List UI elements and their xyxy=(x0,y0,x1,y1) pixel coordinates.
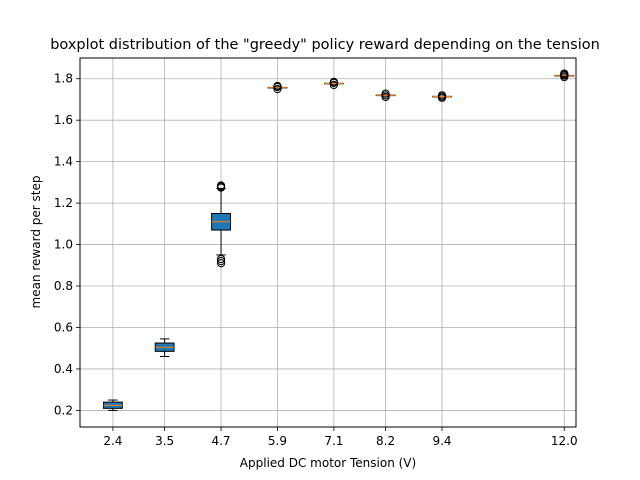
y-tick-label: 0.4 xyxy=(54,362,73,376)
x-tick-label: 7.1 xyxy=(324,434,343,448)
y-tick-label: 1.8 xyxy=(54,72,73,86)
flier xyxy=(216,259,226,268)
flier xyxy=(216,183,226,192)
y-tick-label: 1.6 xyxy=(54,113,73,127)
x-tick-label: 2.4 xyxy=(103,434,122,448)
flier xyxy=(273,84,282,94)
box xyxy=(154,338,175,358)
x-tick-label: 5.9 xyxy=(268,434,287,448)
y-tick-label: 0.6 xyxy=(54,320,73,334)
x-tick-label: 4.7 xyxy=(211,434,230,448)
y-axis-label: mean reward per step xyxy=(29,176,43,309)
flier xyxy=(381,91,390,100)
flier xyxy=(329,78,338,87)
plot-frame xyxy=(79,57,577,428)
box xyxy=(267,81,288,94)
box xyxy=(554,69,575,82)
flier xyxy=(216,257,226,266)
box xyxy=(103,399,123,411)
y-ticks: 0.2 0.4 0.6 0.8 1.0 1.2 1.4 1.6 1.8 xyxy=(54,72,80,417)
y-tick-label: 1.2 xyxy=(54,196,73,210)
box xyxy=(375,89,396,102)
flier xyxy=(273,82,282,92)
box xyxy=(211,181,231,268)
flier xyxy=(216,181,226,190)
chart-title: boxplot distribution of the "greedy" pol… xyxy=(50,37,600,53)
y-tick-label: 0.2 xyxy=(54,403,73,417)
box xyxy=(323,77,344,90)
x-ticks: 2.4 3.5 4.7 5.9 7.1 8.2 9.4 12.0 xyxy=(103,427,578,448)
box xyxy=(432,91,452,102)
y-tick-label: 0.8 xyxy=(54,279,73,293)
flier xyxy=(437,92,447,101)
flier xyxy=(216,254,226,264)
y-tick-label: 1.0 xyxy=(54,238,73,252)
x-tick-label: 9.4 xyxy=(432,434,451,448)
boxes xyxy=(103,69,575,411)
x-tick-label: 12.0 xyxy=(551,434,578,448)
flier xyxy=(560,70,569,79)
x-tick-label: 3.5 xyxy=(155,434,174,448)
grid xyxy=(80,58,576,427)
x-tick-label: 8.2 xyxy=(376,434,395,448)
y-tick-label: 1.4 xyxy=(54,155,73,169)
flier xyxy=(329,80,338,90)
x-axis-label: Applied DC motor Tension (V) xyxy=(240,456,416,470)
